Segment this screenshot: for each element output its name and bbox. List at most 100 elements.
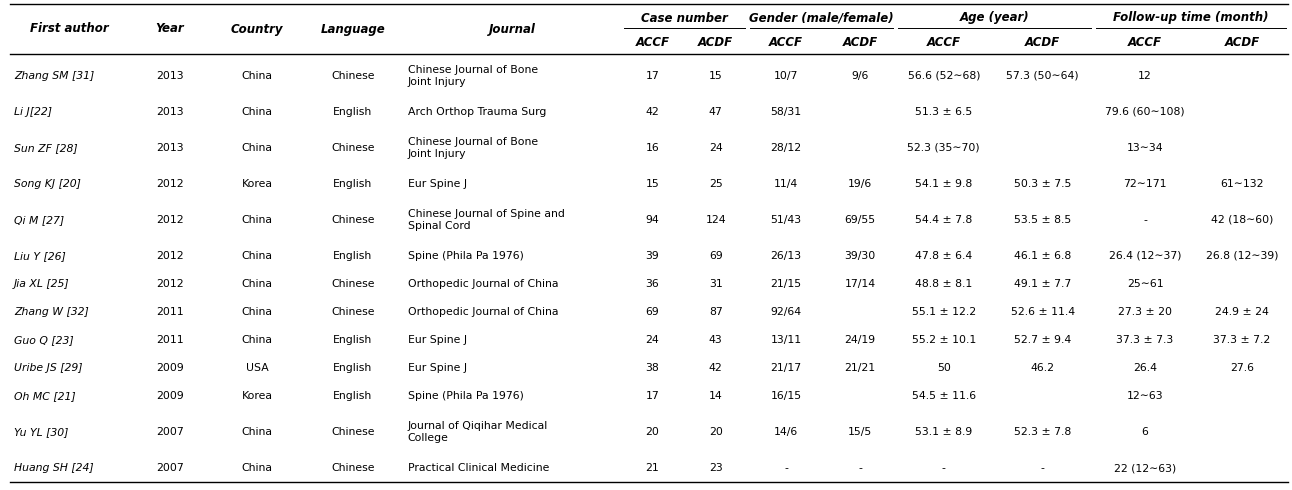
Text: 94: 94 bbox=[646, 215, 659, 225]
Text: 24/19: 24/19 bbox=[845, 335, 876, 345]
Text: 17: 17 bbox=[646, 391, 659, 401]
Text: 69: 69 bbox=[646, 307, 659, 317]
Text: 26.8 (12∼39): 26.8 (12∼39) bbox=[1205, 251, 1278, 261]
Text: ACDF: ACDF bbox=[698, 36, 734, 49]
Text: 24: 24 bbox=[709, 143, 722, 153]
Text: 46.1 ± 6.8: 46.1 ± 6.8 bbox=[1014, 251, 1071, 261]
Text: 54.1 ± 9.8: 54.1 ± 9.8 bbox=[915, 179, 973, 189]
Text: Sun ZF [28]: Sun ZF [28] bbox=[14, 143, 78, 153]
Text: Case number: Case number bbox=[641, 11, 727, 24]
Text: 10/7: 10/7 bbox=[774, 71, 798, 81]
Text: 54.4 ± 7.8: 54.4 ± 7.8 bbox=[915, 215, 973, 225]
Text: English: English bbox=[333, 391, 372, 401]
Text: Chinese Journal of Bone
Joint Injury: Chinese Journal of Bone Joint Injury bbox=[408, 65, 537, 87]
Text: 27.3 ± 20: 27.3 ± 20 bbox=[1118, 307, 1172, 317]
Text: Gender (male/female): Gender (male/female) bbox=[749, 11, 894, 24]
Text: 14/6: 14/6 bbox=[774, 427, 798, 437]
Text: 2012: 2012 bbox=[156, 215, 183, 225]
Text: USA: USA bbox=[245, 363, 269, 373]
Text: 37.3 ± 7.2: 37.3 ± 7.2 bbox=[1213, 335, 1271, 345]
Text: 16: 16 bbox=[646, 143, 659, 153]
Text: ACDF: ACDF bbox=[1225, 36, 1260, 49]
Text: Oh MC [21]: Oh MC [21] bbox=[14, 391, 76, 401]
Text: Yu YL [30]: Yu YL [30] bbox=[14, 427, 68, 437]
Text: ACDF: ACDF bbox=[1026, 36, 1061, 49]
Text: English: English bbox=[333, 251, 372, 261]
Text: China: China bbox=[242, 143, 273, 153]
Text: English: English bbox=[333, 107, 372, 117]
Text: 19/6: 19/6 bbox=[848, 179, 872, 189]
Text: 15: 15 bbox=[709, 71, 722, 81]
Text: -: - bbox=[784, 463, 788, 473]
Text: Practical Clinical Medicine: Practical Clinical Medicine bbox=[408, 463, 549, 473]
Text: China: China bbox=[242, 335, 273, 345]
Text: -: - bbox=[1041, 463, 1045, 473]
Text: 11/4: 11/4 bbox=[774, 179, 798, 189]
Text: Jia XL [25]: Jia XL [25] bbox=[14, 279, 70, 289]
Text: China: China bbox=[242, 427, 273, 437]
Text: 51.3 ± 6.5: 51.3 ± 6.5 bbox=[915, 107, 973, 117]
Text: 47.8 ± 6.4: 47.8 ± 6.4 bbox=[915, 251, 973, 261]
Text: 52.7 ± 9.4: 52.7 ± 9.4 bbox=[1014, 335, 1071, 345]
Text: 26.4 (12∼37): 26.4 (12∼37) bbox=[1109, 251, 1181, 261]
Text: 54.5 ± 11.6: 54.5 ± 11.6 bbox=[912, 391, 975, 401]
Text: Huang SH [24]: Huang SH [24] bbox=[14, 463, 94, 473]
Text: Year: Year bbox=[156, 23, 185, 35]
Text: 47: 47 bbox=[709, 107, 722, 117]
Text: First author: First author bbox=[30, 23, 109, 35]
Text: 79.6 (60∼108): 79.6 (60∼108) bbox=[1105, 107, 1185, 117]
Text: China: China bbox=[242, 107, 273, 117]
Text: 24: 24 bbox=[646, 335, 659, 345]
Text: 15: 15 bbox=[646, 179, 659, 189]
Text: 28/12: 28/12 bbox=[770, 143, 801, 153]
Text: Journal of Qiqihar Medical
College: Journal of Qiqihar Medical College bbox=[408, 421, 548, 443]
Text: 55.2 ± 10.1: 55.2 ± 10.1 bbox=[912, 335, 975, 345]
Text: 39: 39 bbox=[646, 251, 659, 261]
Text: 17: 17 bbox=[646, 71, 659, 81]
Text: Chinese: Chinese bbox=[331, 279, 375, 289]
Text: Chinese: Chinese bbox=[331, 71, 375, 81]
Text: Eur Spine J: Eur Spine J bbox=[408, 179, 466, 189]
Text: 24.9 ± 24: 24.9 ± 24 bbox=[1216, 307, 1269, 317]
Text: 21/17: 21/17 bbox=[770, 363, 801, 373]
Text: Korea: Korea bbox=[242, 391, 273, 401]
Text: 72∼171: 72∼171 bbox=[1123, 179, 1167, 189]
Text: -: - bbox=[858, 463, 862, 473]
Text: -: - bbox=[1143, 215, 1147, 225]
Text: 42: 42 bbox=[646, 107, 659, 117]
Text: Chinese: Chinese bbox=[331, 463, 375, 473]
Text: Follow-up time (month): Follow-up time (month) bbox=[1114, 11, 1269, 24]
Text: Chinese: Chinese bbox=[331, 143, 375, 153]
Text: 42: 42 bbox=[709, 363, 722, 373]
Text: 46.2: 46.2 bbox=[1031, 363, 1054, 373]
Text: Chinese: Chinese bbox=[331, 427, 375, 437]
Text: ACCF: ACCF bbox=[636, 36, 669, 49]
Text: 2009: 2009 bbox=[156, 363, 183, 373]
Text: 21: 21 bbox=[646, 463, 659, 473]
Text: 57.3 (50∼64): 57.3 (50∼64) bbox=[1006, 71, 1079, 81]
Text: English: English bbox=[333, 363, 372, 373]
Text: Korea: Korea bbox=[242, 179, 273, 189]
Text: Orthopedic Journal of China: Orthopedic Journal of China bbox=[408, 307, 558, 317]
Text: 13∼34: 13∼34 bbox=[1127, 143, 1163, 153]
Text: 27.6: 27.6 bbox=[1230, 363, 1255, 373]
Text: 21/15: 21/15 bbox=[770, 279, 801, 289]
Text: 38: 38 bbox=[646, 363, 659, 373]
Text: 39/30: 39/30 bbox=[845, 251, 876, 261]
Text: 2011: 2011 bbox=[156, 335, 183, 345]
Text: Chinese Journal of Bone
Joint Injury: Chinese Journal of Bone Joint Injury bbox=[408, 137, 537, 159]
Text: Orthopedic Journal of China: Orthopedic Journal of China bbox=[408, 279, 558, 289]
Text: 55.1 ± 12.2: 55.1 ± 12.2 bbox=[912, 307, 975, 317]
Text: 52.6 ± 11.4: 52.6 ± 11.4 bbox=[1010, 307, 1075, 317]
Text: Qi M [27]: Qi M [27] bbox=[14, 215, 65, 225]
Text: 2009: 2009 bbox=[156, 391, 183, 401]
Text: Liu Y [26]: Liu Y [26] bbox=[14, 251, 66, 261]
Text: 69: 69 bbox=[709, 251, 722, 261]
Text: 50: 50 bbox=[937, 363, 951, 373]
Text: 12∼63: 12∼63 bbox=[1127, 391, 1163, 401]
Text: 20: 20 bbox=[646, 427, 659, 437]
Text: 2011: 2011 bbox=[156, 307, 183, 317]
Text: Guo Q [23]: Guo Q [23] bbox=[14, 335, 74, 345]
Text: 43: 43 bbox=[709, 335, 722, 345]
Text: Uribe JS [29]: Uribe JS [29] bbox=[14, 363, 83, 373]
